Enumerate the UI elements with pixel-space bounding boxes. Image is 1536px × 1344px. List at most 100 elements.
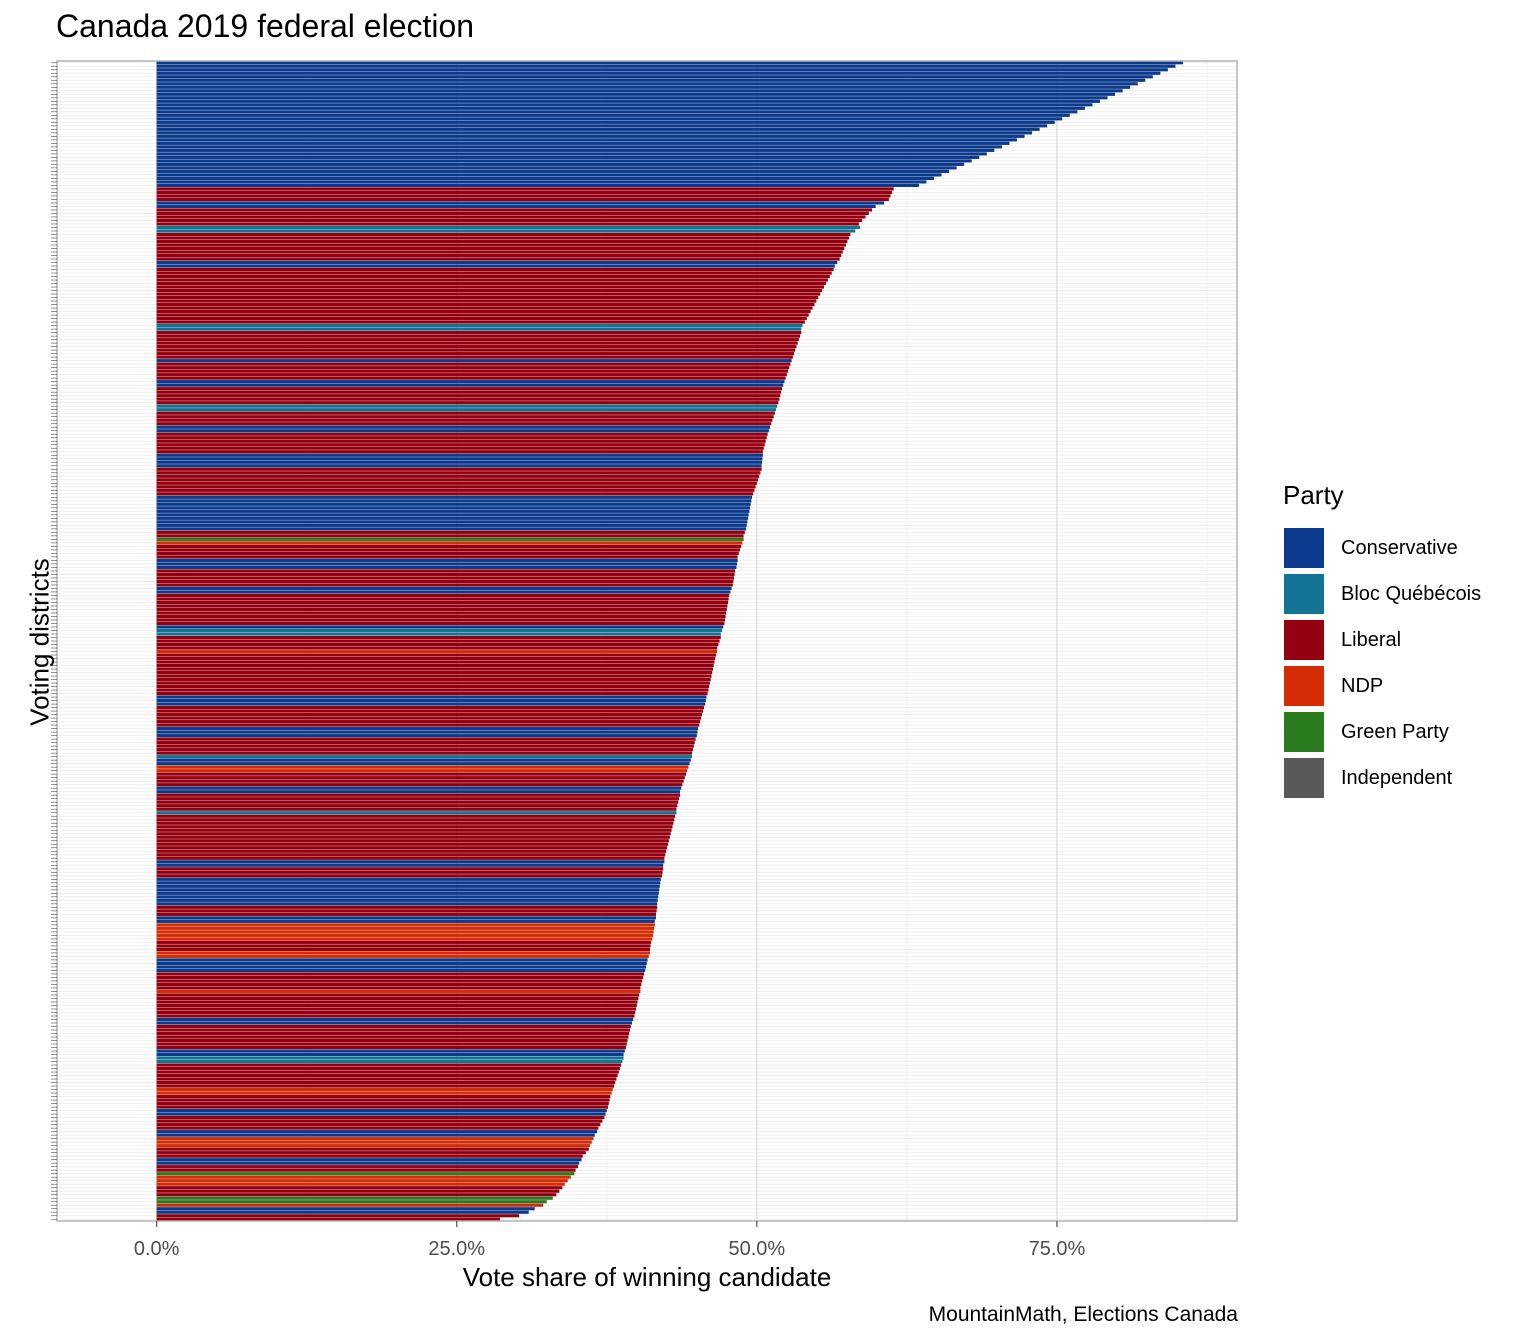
bar-district	[156, 162, 965, 166]
bar-district	[156, 432, 768, 436]
bar-district	[156, 155, 980, 159]
bar-district	[156, 246, 845, 251]
bar-district	[156, 411, 775, 415]
bar-district	[156, 134, 1025, 138]
bar-district	[156, 954, 649, 958]
x-tick-label: 75.0%	[1029, 1238, 1086, 1260]
bar-district	[156, 359, 792, 363]
legend-key-swatch	[1283, 573, 1325, 615]
bar-district	[156, 790, 681, 794]
bar-district	[156, 68, 1168, 72]
bar-district	[156, 1088, 613, 1092]
bar-district	[156, 64, 1176, 68]
bar-district	[156, 863, 664, 867]
bar-district	[156, 499, 752, 503]
bar-district	[156, 145, 1002, 149]
bar-district	[156, 1091, 612, 1095]
bar-district	[156, 1154, 583, 1158]
bar-district	[156, 309, 811, 314]
bar-district	[156, 639, 720, 643]
bar-district	[156, 194, 891, 198]
bar-district	[156, 187, 894, 191]
bar-district	[156, 569, 736, 573]
legend-key-swatch	[1283, 619, 1325, 661]
bar-district	[156, 1217, 500, 1221]
bar-district	[156, 933, 654, 937]
bar-district	[156, 751, 693, 755]
bar-district	[156, 748, 693, 752]
bar-district	[156, 821, 674, 825]
bar-district	[156, 1189, 560, 1193]
bar-district	[156, 1172, 575, 1176]
bar-district	[156, 1080, 616, 1085]
bar-district	[156, 930, 654, 934]
bar-district	[156, 1042, 627, 1046]
legend-key-swatch	[1283, 757, 1325, 799]
bar-district	[156, 103, 1093, 107]
bar-district	[156, 818, 675, 822]
bar-district	[156, 99, 1100, 103]
bar-district	[156, 211, 869, 216]
bar-district	[156, 418, 773, 422]
bar-district	[156, 380, 785, 384]
bar-district	[156, 204, 876, 209]
bar-district	[156, 485, 756, 489]
legend-item: Green Party	[1283, 709, 1481, 755]
bar-district	[156, 832, 671, 836]
x-axis-label: Vote share of winning candidate	[462, 1262, 832, 1292]
bar-district	[156, 860, 665, 864]
bar-district	[156, 1137, 594, 1141]
bar-district	[156, 776, 685, 780]
bar-district	[156, 190, 893, 194]
bar-district	[156, 604, 728, 608]
bar-district	[156, 373, 787, 377]
bar-district	[156, 71, 1161, 75]
bar-district	[156, 1024, 631, 1029]
bar-district	[156, 1196, 553, 1200]
x-tick-label: 25.0%	[428, 1238, 485, 1260]
bar-district	[156, 415, 774, 419]
bar-district	[156, 870, 663, 874]
bar-district	[156, 576, 735, 580]
bar-district	[156, 653, 717, 657]
bar-district	[156, 944, 651, 948]
bar-district	[156, 152, 987, 156]
bar-district	[156, 1207, 535, 1211]
bar-district	[156, 842, 669, 846]
bar-district	[156, 699, 706, 703]
bar-district	[156, 106, 1085, 110]
bar-district	[156, 288, 823, 293]
bar-district	[156, 765, 689, 769]
bar-district	[156, 1084, 614, 1088]
bar-district	[156, 891, 659, 895]
bar-district	[156, 688, 709, 692]
bar-district	[156, 436, 767, 440]
bar-district	[156, 299, 817, 303]
bar-district	[156, 975, 644, 980]
bar-district	[156, 166, 957, 170]
bar-district	[156, 267, 834, 272]
bar-district	[156, 439, 766, 443]
bar-district	[156, 835, 670, 839]
bar-district	[156, 516, 749, 520]
bar-district	[156, 853, 666, 857]
bar-district	[156, 113, 1070, 117]
bar-district	[156, 534, 744, 538]
chart-title: Canada 2019 federal election	[56, 8, 475, 44]
bar-district	[156, 1056, 624, 1060]
bar-district	[156, 457, 763, 461]
legend-title: Party	[1283, 480, 1344, 510]
bar-district	[156, 706, 705, 710]
bar-district	[156, 281, 826, 286]
bar-district	[156, 565, 737, 569]
bar-district	[156, 89, 1123, 93]
bar-district	[156, 986, 641, 990]
bar-district	[156, 702, 706, 706]
legend: Party Conservative Bloc Québécois Liberal N…	[1283, 480, 1481, 801]
bar-district	[156, 762, 690, 766]
bar-district	[156, 131, 1033, 135]
bar-district	[156, 352, 795, 356]
bar-district	[156, 176, 934, 180]
bar-district	[156, 1140, 592, 1144]
bar-district	[156, 331, 802, 335]
